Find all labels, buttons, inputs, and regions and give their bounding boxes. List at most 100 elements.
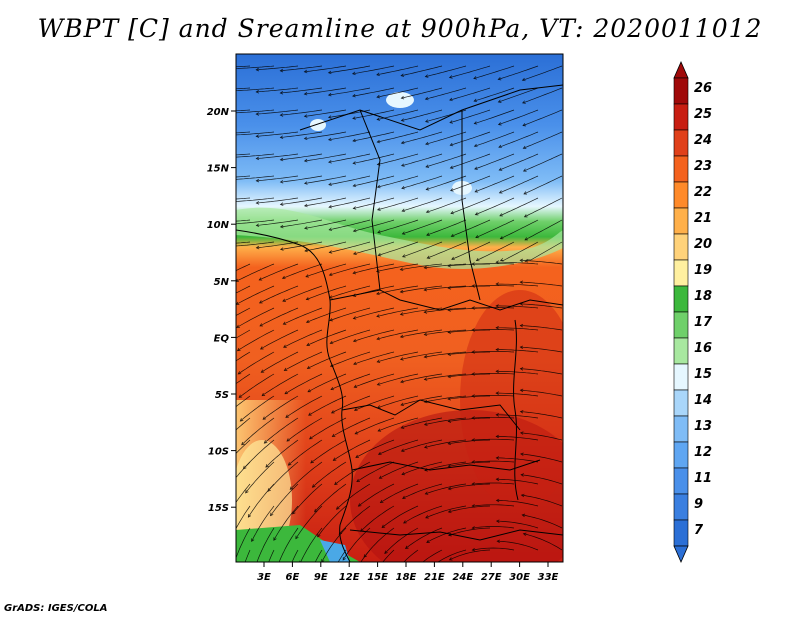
streamline [451, 219, 491, 237]
streamline [425, 109, 467, 123]
streamline [280, 131, 323, 138]
streamline-arrow [400, 118, 405, 122]
streamline [236, 395, 251, 408]
streamline [265, 439, 299, 468]
streamline-arrow [221, 467, 224, 470]
streamline-arrow [303, 203, 308, 208]
streamline-arrow [471, 416, 475, 420]
streamline-arrow [348, 583, 351, 586]
streamline [236, 219, 275, 225]
streamline-arrow [401, 186, 405, 190]
streamline-arrow [233, 563, 236, 566]
streamline [244, 549, 251, 562]
streamline-arrow [247, 514, 252, 518]
streamline-arrow [496, 539, 501, 544]
streamline [270, 483, 299, 516]
streamline [243, 439, 275, 470]
streamline [403, 549, 419, 562]
border-line [341, 399, 521, 431]
streamline-arrow [328, 272, 333, 277]
streamline [496, 261, 539, 265]
streamline-arrow [424, 74, 429, 78]
streamline [405, 527, 443, 549]
streamline [256, 87, 299, 93]
streamline [424, 439, 467, 448]
streamline [304, 175, 347, 184]
streamline-arrow [401, 208, 406, 213]
streamline [426, 175, 467, 190]
streamline-arrow [425, 209, 430, 214]
streamline-arrow [305, 297, 310, 301]
warm-core-east [460, 290, 563, 510]
streamline [522, 514, 563, 529]
streamline-arrow [352, 271, 357, 275]
streamline [353, 263, 395, 274]
streamline-arrow [258, 300, 263, 304]
streamline-arrow [471, 394, 475, 398]
streamline-arrow [353, 384, 358, 388]
streamline-arrow [400, 95, 405, 100]
streamline [471, 395, 515, 397]
streamline-arrow [255, 178, 260, 183]
streamline-arrow [401, 471, 406, 476]
streamline [450, 197, 491, 214]
streamline [401, 87, 443, 99]
streamline-arrow [261, 392, 266, 397]
streamline-arrow [447, 419, 452, 423]
streamline [308, 395, 347, 416]
streamline-arrow [449, 97, 453, 102]
streamline-arrow [342, 556, 346, 561]
streamline-arrow [471, 262, 475, 266]
streamline-arrow [384, 550, 388, 555]
streamline [363, 527, 395, 558]
streamline [286, 417, 323, 442]
colorbar-top-arrow [673, 61, 689, 79]
streamline-arrow [218, 420, 221, 423]
colorbar-segment [673, 519, 689, 547]
streamline [376, 87, 419, 98]
streamline [377, 197, 419, 211]
streamline [285, 395, 323, 418]
warm-core [350, 410, 563, 562]
streamline-arrow [352, 316, 357, 320]
colorbar-segment [673, 311, 689, 339]
longitude-axis: 3E 6E 9E 12E 15E 18E 21E 24E 27E 30E 33E [257, 562, 559, 583]
streamline-arrow [289, 486, 294, 490]
streamline [304, 109, 347, 117]
streamline-arrow [450, 188, 454, 192]
streamline [268, 549, 275, 562]
lat-tick-label: 5S [215, 390, 229, 401]
streamline-arrow [208, 155, 211, 158]
streamline-arrow [473, 76, 477, 80]
streamline-arrow [522, 123, 527, 127]
streamline-arrow [448, 557, 453, 561]
streamline-arrow [328, 250, 333, 254]
streamline [474, 175, 515, 193]
streamline-arrow [495, 477, 500, 482]
lat-tick-label: 5N [214, 277, 230, 288]
streamline [354, 395, 395, 411]
streamline-arrow [471, 372, 475, 376]
credit-text: GrADS: IGES/COLA [4, 603, 108, 614]
streamline-arrow [352, 116, 356, 120]
streamline [261, 351, 299, 373]
streamline-arrow [303, 69, 308, 74]
lon-tick-label: 30E [509, 572, 530, 583]
streamline [401, 153, 443, 167]
streamline-arrow [214, 350, 217, 353]
streamline-arrow [495, 413, 499, 417]
streamline-arrow [376, 359, 381, 363]
streamline-arrow [287, 462, 292, 466]
streamline-arrow [282, 586, 285, 589]
streamline [317, 505, 347, 538]
streamline-arrow [471, 438, 475, 442]
colorbar-label: 16 [694, 341, 712, 356]
streamline-arrow [377, 252, 382, 257]
streamline-arrow [286, 438, 290, 442]
streamline [328, 197, 371, 208]
streamline [384, 527, 419, 554]
streamline-arrow [305, 274, 310, 278]
streamline-arrow [423, 377, 428, 381]
colorbar-label: 17 [694, 315, 713, 330]
streamline [236, 109, 275, 114]
